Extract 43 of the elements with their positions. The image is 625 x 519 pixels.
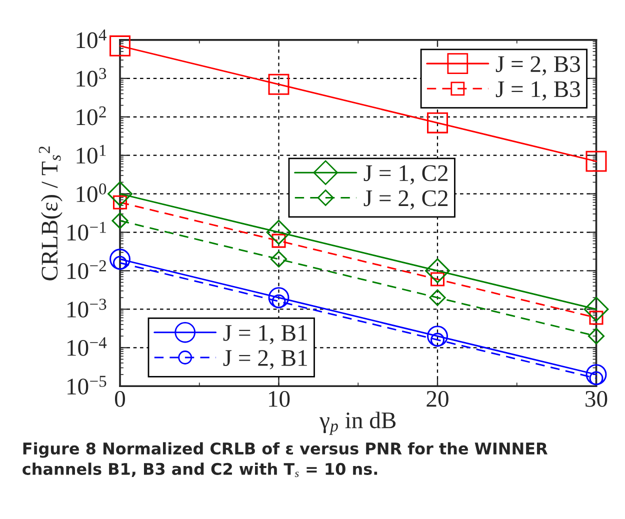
point <box>588 328 605 344</box>
x-tick-label: 10 <box>269 390 290 407</box>
y-tick-label: 10$^{−1}$ <box>68 222 106 241</box>
y-tick-label: 10$^{0}$ <box>76 183 106 202</box>
point <box>270 250 288 268</box>
point <box>112 212 128 229</box>
point <box>110 248 130 270</box>
y-tick-label: 10$^{3}$ <box>76 68 106 87</box>
y-tick-label: 10$^{−2}$ <box>68 260 106 280</box>
y-tick-label: 10$^{1}$ <box>76 144 106 164</box>
point <box>586 150 607 172</box>
point <box>427 326 448 347</box>
point <box>586 364 607 386</box>
point <box>268 287 290 308</box>
legend-label: J = 1, C2 <box>364 165 448 185</box>
point <box>110 35 130 56</box>
y-tick-label: 10$^{−3}$ <box>68 298 106 318</box>
caption: Figure 8 Normalized CRLB of ε versus PNR for the WINNER channels B1, B3 and C2 with T$_{s}$ = 10 ns. <box>22 442 548 478</box>
y-tick-label: 10$^{4}$ <box>76 30 106 48</box>
point <box>272 234 286 248</box>
legend-label: J = 1, B1 <box>223 325 307 344</box>
point <box>108 181 132 206</box>
legend-label: J = 2, B3 <box>496 56 580 76</box>
x-axis-title: γ$_{p}$ in dB <box>319 412 396 435</box>
legend-label: J = 2, B1 <box>223 350 307 370</box>
point <box>112 195 128 210</box>
x-tick-label: 20 <box>426 390 448 407</box>
x-tick-label: 0 <box>114 390 126 407</box>
point <box>427 112 448 134</box>
point <box>425 258 450 284</box>
point <box>268 74 290 95</box>
y-tick-label: 10$^{−4}$ <box>68 337 107 356</box>
point <box>584 296 609 322</box>
legend-label: J = 1, B3 <box>496 81 580 101</box>
y-tick-label: 10$^{−5}$ <box>68 376 106 395</box>
point <box>589 310 604 325</box>
point <box>266 220 292 245</box>
y-axis-title: CRLB(ε) / T$_{s}$$^{2}$ <box>38 146 62 280</box>
point <box>430 272 445 286</box>
legend-label: J = 2, C2 <box>364 190 448 210</box>
x-tick-label: 30 <box>586 390 608 407</box>
y-tick-label: 10$^{2}$ <box>76 106 106 126</box>
point <box>429 289 446 306</box>
